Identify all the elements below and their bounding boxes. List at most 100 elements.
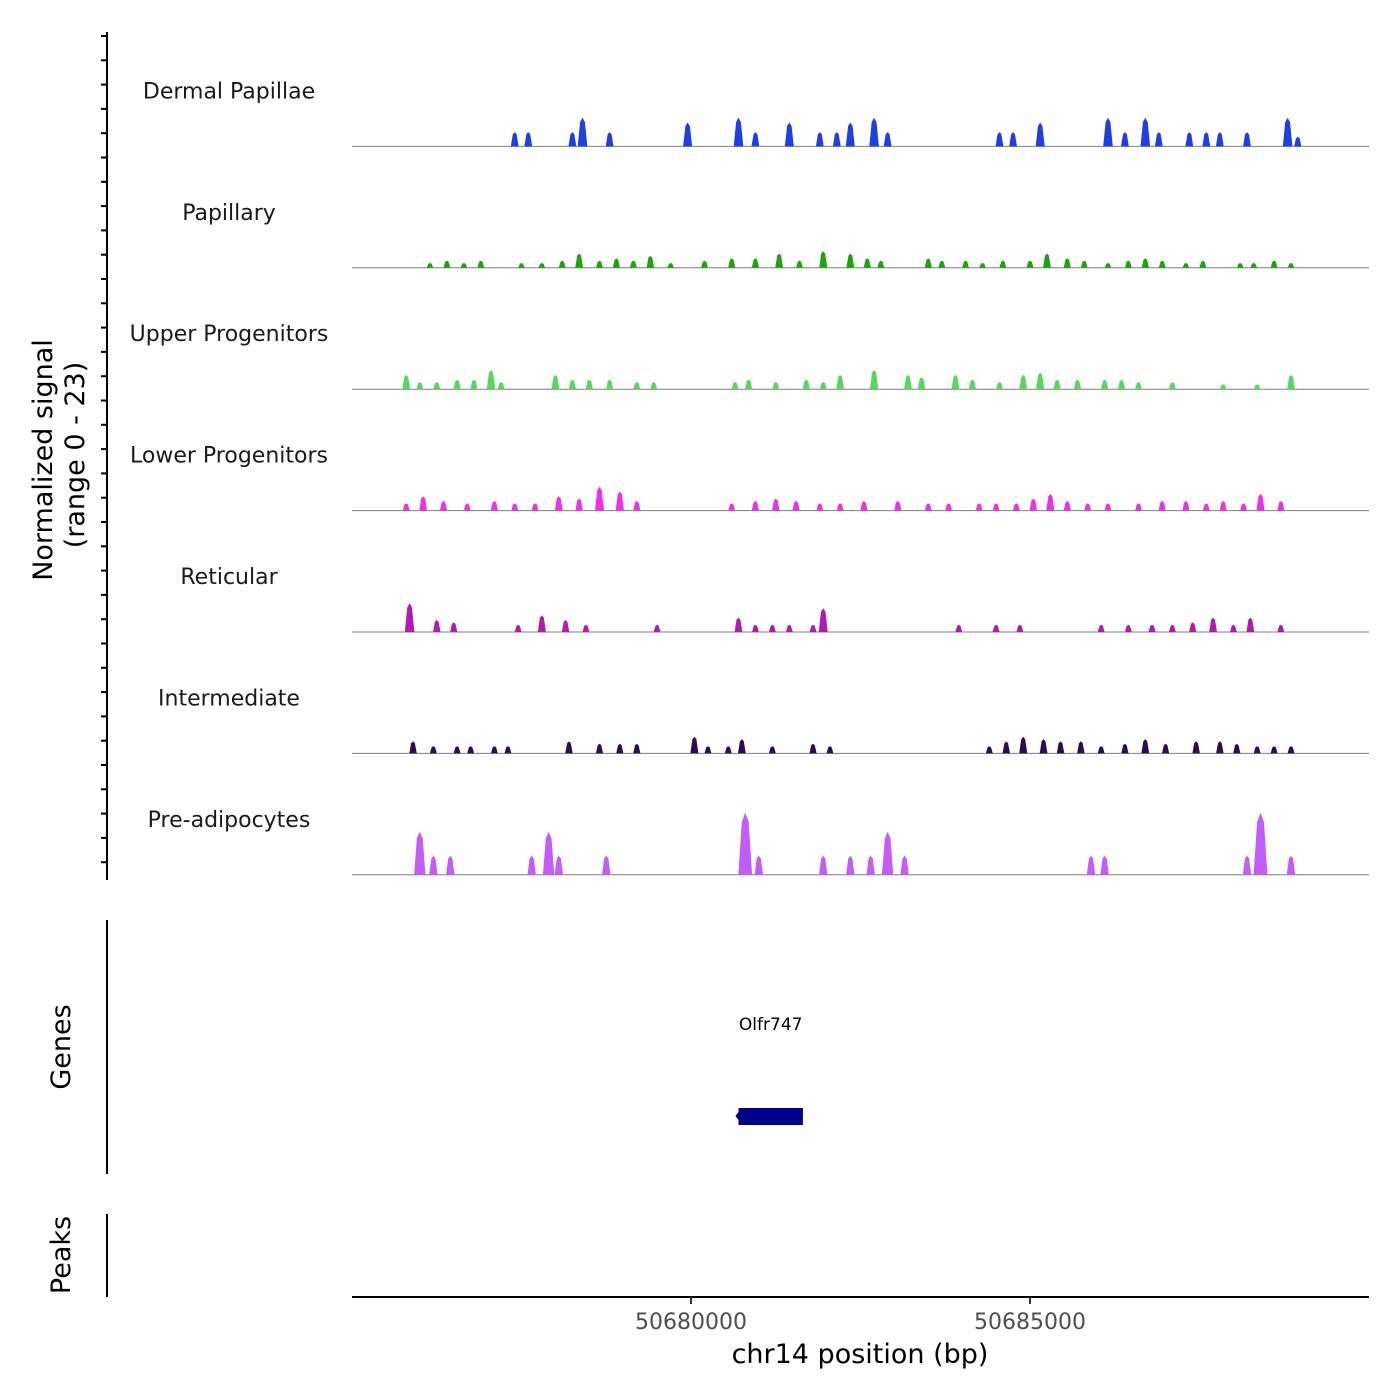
genes-panel: Genes Olfr747 (46, 920, 803, 1174)
track-label: Pre-adipocytes (148, 808, 311, 833)
coverage-peak (1209, 617, 1217, 632)
coverage-peak (863, 258, 871, 268)
coverage-peak (866, 855, 875, 875)
coverage-peak (568, 379, 576, 390)
coverage-peak (463, 503, 471, 511)
coverage-peak (792, 501, 800, 511)
coverage-peak (429, 855, 438, 875)
coverage-peak (751, 501, 759, 511)
coverage-peak (1148, 624, 1156, 632)
coverage-peak (816, 503, 824, 511)
coverage-peak (809, 743, 817, 754)
coverage-peak (414, 831, 426, 875)
track-intermediate: Intermediate (158, 686, 1369, 754)
peaks-track-title: Peaks (46, 1216, 77, 1294)
coverage-peak (1182, 263, 1190, 268)
coverage-peak (1104, 263, 1112, 268)
coverage-peak (596, 260, 603, 268)
coverage-peak (439, 501, 448, 511)
coverage-peak (1202, 132, 1211, 147)
coverage-peak (453, 379, 461, 390)
coverage-peak (985, 746, 993, 754)
coverage-peak (1154, 132, 1163, 147)
coverage-peak (615, 491, 624, 511)
signal-y-axis (101, 32, 108, 880)
coverage-peak (883, 132, 892, 147)
coverage-peak (1039, 739, 1048, 754)
coverage-peak (924, 258, 932, 268)
coverage-peak (894, 501, 902, 511)
coverage-peak (616, 743, 624, 754)
coverage-peak (962, 260, 969, 268)
coverage-peak (542, 831, 555, 875)
coverage-peak (453, 746, 461, 754)
coverage-peak (426, 263, 434, 268)
coverage-peak (819, 855, 828, 875)
coverage-peak (653, 624, 661, 632)
coverage-peak (470, 379, 478, 390)
coverage-peak (846, 855, 855, 875)
coverage-peak (1121, 132, 1129, 147)
coverage-peak (683, 122, 693, 147)
coverage-peak (1019, 374, 1028, 390)
gene-features: Olfr747 (735, 1015, 803, 1125)
coverage-peak (945, 503, 953, 511)
coverage-peak (1056, 741, 1065, 754)
coverage-peak (1035, 122, 1045, 147)
coverage-peak (450, 622, 458, 632)
coverage-peak (738, 812, 753, 875)
coverage-peak (443, 260, 451, 268)
coverage-peak (1063, 258, 1071, 268)
coverage-peak (1124, 260, 1132, 268)
coverage-peak (1097, 624, 1105, 632)
coverage-peak (785, 624, 793, 632)
track-label: Papillary (182, 201, 276, 226)
coverage-peak (511, 503, 519, 511)
coverage-peak (1158, 501, 1166, 511)
x-axis: 50680000 50685000 chr14 position (bp) (352, 1296, 1369, 1370)
coverage-peak (1233, 743, 1241, 754)
coverage-peak (775, 253, 783, 268)
coverage-peak (734, 617, 743, 632)
genes-track-title: Genes (46, 1004, 77, 1089)
coverage-peak (1256, 493, 1265, 511)
track-label: Upper Progenitors (130, 322, 329, 347)
coverage-peak (1243, 132, 1251, 147)
coverage-peak (419, 496, 428, 511)
coverage-peak (1135, 382, 1142, 390)
coverage-peak (968, 379, 976, 390)
coverage-peak (575, 253, 583, 268)
coverage-peak (595, 743, 604, 754)
coverage-peak (486, 370, 496, 390)
coverage-peak (1077, 741, 1085, 754)
coverage-peak (832, 132, 841, 147)
coverage-peak (1162, 743, 1170, 754)
coverage-peak (575, 498, 583, 511)
coverage-peak (551, 374, 560, 390)
coverage-peak (1216, 741, 1224, 754)
coverage-peak (497, 382, 505, 390)
coverage-peak (538, 263, 546, 268)
coverage-peak (446, 855, 455, 875)
coverage-peak (1236, 263, 1244, 268)
coverage-peak (728, 503, 736, 511)
coverage-peak (1124, 624, 1132, 632)
coverage-peak (690, 736, 699, 754)
coverage-peak (1135, 503, 1142, 511)
coverage-peak (819, 382, 827, 390)
coverage-peak (612, 258, 620, 268)
coverage-peak (402, 374, 411, 390)
track-lower-progenitors: Lower Progenitors (130, 444, 1369, 512)
coverage-peak (667, 263, 674, 268)
peaks-panel: Peaks (46, 1214, 108, 1297)
coverage-peak (1185, 132, 1194, 147)
coverage-peak (1158, 260, 1166, 268)
coverage-peak (802, 379, 810, 390)
coverage-peak (1294, 136, 1302, 147)
coverage-peak (633, 743, 641, 754)
coverage-peak (460, 263, 468, 268)
coverage-peak (524, 132, 533, 147)
coverage-peak (1286, 855, 1296, 875)
y-axis-title: Normalized signal (28, 339, 59, 581)
coverage-peak (826, 746, 834, 754)
